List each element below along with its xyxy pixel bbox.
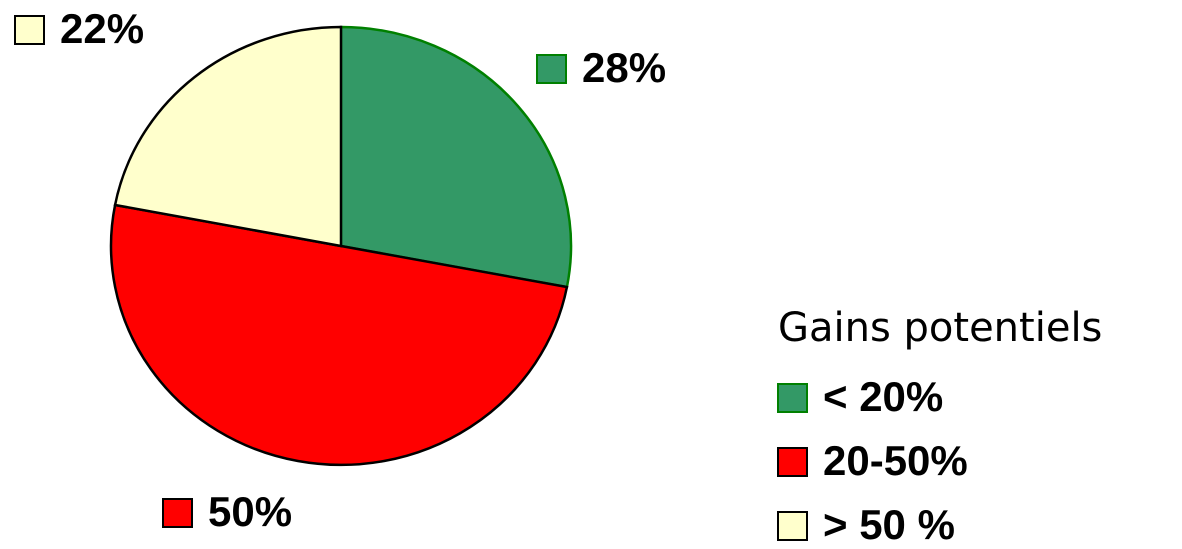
data-label: 50% [208, 488, 292, 535]
legend-swatch [777, 511, 808, 541]
legend-title: Gains potentiels [778, 305, 1102, 351]
label-swatch [536, 54, 567, 84]
legend-swatch [777, 447, 808, 477]
legend-label: 20-50% [823, 437, 968, 484]
label-swatch [14, 15, 45, 45]
label-swatch [162, 498, 193, 528]
pie-slice [109, 203, 569, 467]
legend-label: < 20% [823, 373, 943, 420]
legend-swatch [777, 383, 808, 413]
legend-label: > 50 % [823, 501, 955, 548]
data-label: 28% [582, 44, 666, 91]
data-label: 22% [60, 5, 144, 52]
pie-slice [113, 25, 343, 248]
pie-slice [339, 25, 573, 289]
